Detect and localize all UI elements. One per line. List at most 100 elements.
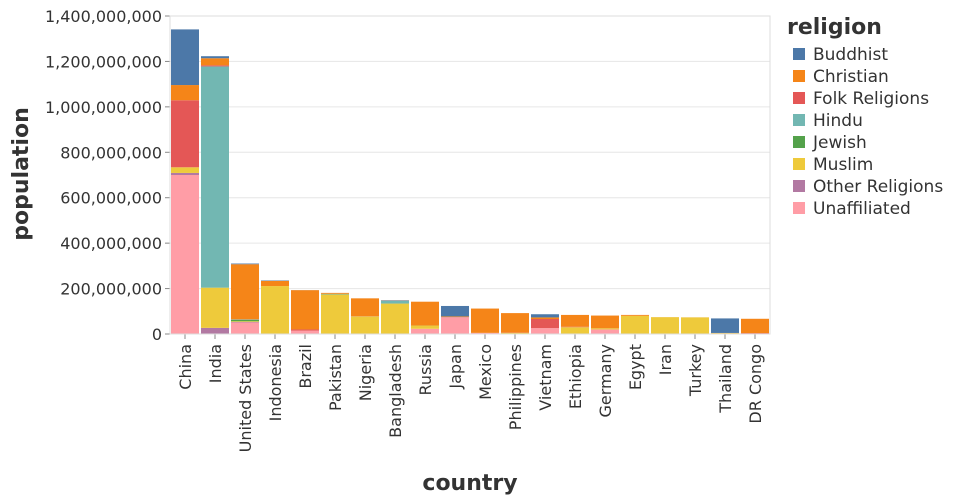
legend-swatch — [793, 202, 805, 214]
bar-segment[interactable] — [681, 317, 709, 334]
bar-segment[interactable] — [501, 332, 529, 334]
bar-segment[interactable] — [201, 58, 229, 66]
bar-segment[interactable] — [411, 301, 439, 326]
bar-segment[interactable] — [171, 29, 199, 86]
y-tick-label: 600,000,000 — [60, 189, 162, 208]
y-tick-label: 800,000,000 — [60, 143, 162, 162]
y-axis: 0 200,000,000 400,000,000 600,000,000 800,00… — [45, 7, 170, 344]
bar-segment[interactable] — [231, 264, 259, 320]
x-tick-label: Thailand — [716, 344, 735, 414]
legend-label: Muslim — [813, 155, 873, 175]
bar-segment[interactable] — [321, 293, 349, 295]
bar-segment[interactable] — [741, 318, 769, 334]
bar-segment[interactable] — [591, 315, 619, 329]
bar-segment[interactable] — [411, 325, 439, 329]
y-tick-label: 1,000,000,000 — [45, 98, 162, 117]
x-tick-label: Bangladesh — [386, 344, 405, 438]
bar-segment[interactable] — [261, 280, 289, 287]
bar-segment[interactable] — [651, 317, 679, 334]
x-axis-title: country — [422, 471, 517, 496]
x-tick-label: Mexico — [476, 344, 495, 400]
x-tick-label: Ethiopia — [566, 344, 585, 409]
legend-swatch — [793, 48, 805, 60]
bar-segment[interactable] — [231, 321, 259, 322]
bar-segment[interactable] — [471, 308, 499, 333]
bar-segment[interactable] — [201, 65, 229, 67]
bar-segment[interactable] — [321, 294, 349, 334]
y-tick-label: 1,400,000,000 — [45, 7, 162, 26]
bars — [171, 29, 769, 334]
x-tick-label: Nigeria — [356, 344, 375, 401]
x-tick-label: Vietnam — [536, 344, 555, 411]
bar-segment[interactable] — [231, 263, 259, 265]
bar-segment[interactable] — [171, 85, 199, 101]
bar-segment[interactable] — [561, 327, 589, 334]
bar-segment[interactable] — [591, 329, 619, 334]
legend-swatch — [793, 114, 805, 126]
bar-segment[interactable] — [531, 328, 559, 334]
bar-segment[interactable] — [201, 66, 229, 288]
legend-label: Buddhist — [813, 45, 888, 65]
bar-segment[interactable] — [321, 292, 349, 294]
legend-label: Christian — [813, 67, 889, 87]
y-tick-label: 0 — [152, 325, 162, 344]
legend-title: religion — [787, 15, 882, 40]
bar-segment[interactable] — [201, 327, 229, 334]
bar-segment[interactable] — [381, 303, 409, 334]
x-tick-label: Philippines — [506, 344, 525, 430]
bar-segment[interactable] — [201, 287, 229, 328]
x-tick-label: Iran — [656, 344, 675, 375]
bar-segment[interactable] — [291, 290, 319, 330]
x-tick-label: Egypt — [626, 344, 645, 390]
legend-swatch — [793, 70, 805, 82]
y-tick-label: 1,200,000,000 — [45, 52, 162, 71]
bar-segment[interactable] — [201, 56, 229, 59]
x-tick-label: China — [176, 344, 195, 390]
bar-segment[interactable] — [291, 330, 319, 334]
bar-segment[interactable] — [171, 175, 199, 334]
legend-label: Folk Religions — [813, 89, 929, 109]
bar-segment[interactable] — [171, 100, 199, 168]
y-axis-title: population — [9, 107, 34, 241]
x-tick-label: Japan — [446, 344, 465, 390]
bar-segment[interactable] — [171, 167, 199, 173]
bar-segment[interactable] — [501, 313, 529, 333]
bar-segment[interactable] — [411, 328, 439, 334]
bar-segment[interactable] — [561, 314, 589, 327]
bar-segment[interactable] — [381, 300, 409, 304]
bar-segment[interactable] — [171, 172, 199, 175]
bar-segment[interactable] — [621, 314, 649, 316]
bar-segment[interactable] — [291, 329, 319, 331]
bar-segment[interactable] — [531, 319, 559, 329]
x-tick-label: Turkey — [686, 344, 705, 397]
legend-label: Jewish — [812, 133, 867, 153]
bar-segment[interactable] — [711, 318, 739, 333]
bar-segment[interactable] — [531, 314, 559, 318]
x-tick-label: Brazil — [296, 344, 315, 389]
bar-segment[interactable] — [231, 322, 259, 334]
bar-segment[interactable] — [591, 328, 619, 330]
bar-segment[interactable] — [231, 319, 259, 322]
x-tick-label: Indonesia — [266, 344, 285, 421]
plot-frame — [169, 15, 771, 335]
bar-segment[interactable] — [441, 305, 469, 317]
bar-segment[interactable] — [621, 315, 649, 334]
legend-swatch — [793, 136, 805, 148]
x-tick-label: DR Congo — [746, 344, 765, 424]
bar-segment[interactable] — [531, 317, 559, 320]
y-tick-label: 400,000,000 — [60, 234, 162, 253]
legend-swatch — [793, 158, 805, 170]
bar-segment[interactable] — [441, 317, 469, 334]
x-tick-label: India — [206, 344, 225, 383]
y-tick-label: 200,000,000 — [60, 280, 162, 299]
bar-segment[interactable] — [351, 316, 379, 334]
bar-segment[interactable] — [351, 298, 379, 317]
x-tick-label: Pakistan — [326, 344, 345, 411]
x-tick-label: Russia — [416, 344, 435, 395]
x-axis: China India United States Indonesia Brazil Pa… — [176, 334, 765, 452]
bar-segment[interactable] — [471, 332, 499, 334]
bar-segment[interactable] — [441, 316, 469, 318]
bar-segment[interactable] — [261, 286, 289, 334]
